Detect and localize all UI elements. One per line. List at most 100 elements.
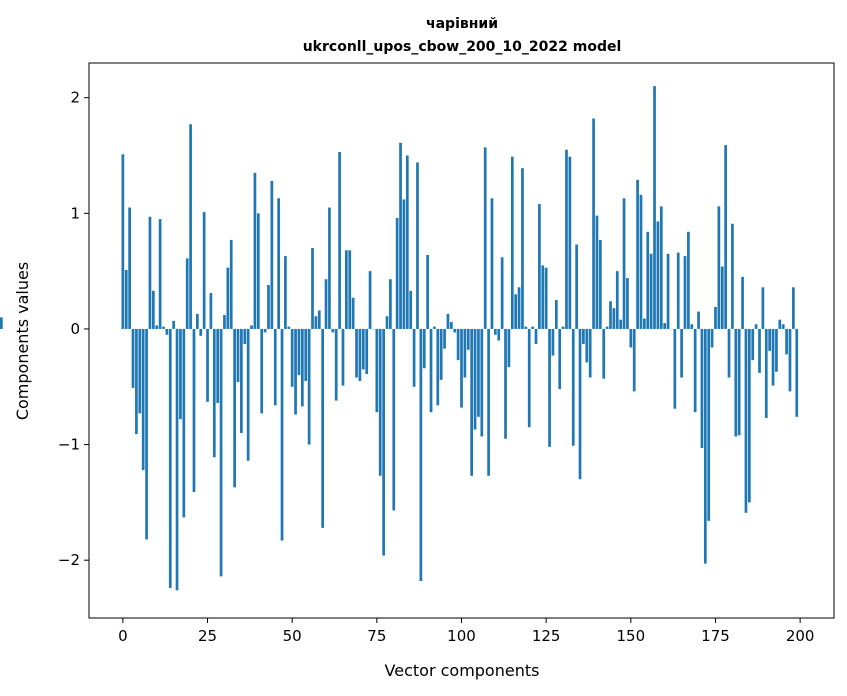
bar-104 (473, 328, 477, 430)
bar-109 (490, 198, 494, 329)
bar-35 (240, 328, 243, 433)
bar-151 (632, 328, 636, 392)
bar-174 (710, 328, 714, 348)
bar-121 (531, 326, 534, 329)
bar-122 (534, 328, 538, 344)
bar-11 (158, 219, 162, 329)
bar-111 (497, 328, 501, 341)
bar-12 (162, 326, 165, 329)
bar-72 (365, 328, 369, 375)
x-tick-label: 200 (786, 627, 815, 645)
x-tick-label: 75 (367, 627, 386, 645)
bar-139 (592, 118, 595, 329)
bar-114 (507, 328, 511, 368)
bar-108 (487, 328, 490, 476)
bar-5 (138, 328, 142, 414)
bar-185 (747, 328, 751, 503)
bar-179 (727, 328, 731, 378)
bar-178 (724, 145, 727, 329)
bar-32 (229, 239, 233, 329)
bar-17 (179, 328, 182, 420)
bar-66 (345, 250, 348, 329)
bar-68 (351, 297, 355, 329)
bar-33 (233, 328, 236, 488)
bar-92 (433, 326, 436, 329)
bar-78 (385, 316, 389, 329)
bar-30 (223, 315, 226, 329)
bar-80 (392, 328, 396, 511)
bar-71 (361, 328, 365, 370)
bar-6 (141, 328, 145, 470)
bar-117 (517, 287, 521, 329)
bar-194 (778, 319, 782, 329)
bar-164 (676, 252, 680, 329)
bar-149 (626, 278, 629, 329)
bar-88 (419, 328, 423, 581)
bar-142 (602, 328, 606, 379)
bar-148 (622, 198, 626, 329)
bar-15 (172, 320, 176, 329)
bar-106 (480, 328, 484, 437)
bar-20 (189, 124, 192, 329)
bar-147 (619, 319, 623, 329)
chart-title: чарівний (426, 16, 498, 32)
y-axis-label: Components values (13, 262, 32, 420)
bar-123 (538, 204, 541, 329)
bar-177 (720, 266, 724, 329)
bar-54 (304, 328, 308, 381)
bar-63 (334, 328, 338, 401)
x-tick-label: 25 (198, 627, 217, 645)
x-tick-label: 0 (118, 627, 128, 645)
bar-29 (219, 328, 223, 577)
bar-155 (646, 231, 650, 329)
bar-38 (250, 325, 253, 329)
bar-3 (131, 328, 135, 388)
bar-42 (263, 328, 267, 333)
bar-156 (649, 253, 653, 329)
bar-167 (687, 231, 690, 329)
bar-119 (524, 326, 528, 329)
bar-166 (683, 256, 687, 329)
bar-125 (544, 267, 548, 329)
bar-120 (527, 328, 531, 428)
y-tick-label: 0 (70, 320, 80, 338)
x-axis-ticks: 0 25 50 75 100 125 150 175 200 (118, 618, 814, 645)
bar-10 (155, 325, 159, 329)
bar-157 (653, 86, 656, 329)
bar-192 (771, 328, 775, 386)
bar-24 (202, 212, 206, 329)
bar-21 (192, 328, 196, 492)
bar-107 (483, 147, 487, 329)
bar-0 (121, 154, 125, 329)
bar-189 (761, 287, 765, 329)
bar-124 (541, 265, 545, 329)
bar-84 (405, 155, 409, 329)
bar-146 (615, 271, 619, 329)
bar-126 (548, 328, 551, 447)
bar-28 (216, 328, 220, 403)
bar-175 (714, 306, 717, 329)
bar-195 (781, 324, 785, 329)
bar-67 (348, 250, 352, 329)
y-tick-label: 1 (70, 204, 80, 222)
bar-96 (446, 313, 450, 329)
bar-170 (697, 311, 700, 329)
bar-40 (256, 213, 260, 329)
bar-82 (399, 142, 402, 329)
bar-37 (246, 328, 250, 461)
x-tick-label: 100 (447, 627, 476, 645)
bar-93 (436, 328, 440, 406)
bar-110 (494, 328, 497, 335)
bar-184 (744, 328, 748, 513)
bar-191 (768, 328, 772, 351)
bar-55 (307, 328, 311, 445)
bar-43 (267, 285, 270, 329)
bar-181 (734, 328, 738, 437)
y-tick-label: 2 (70, 89, 80, 107)
bar-136 (582, 328, 585, 344)
bar-7 (145, 328, 148, 540)
bar-60 (324, 279, 328, 329)
bar-94 (439, 328, 443, 380)
bar-19 (185, 258, 189, 329)
bar-135 (578, 328, 582, 480)
